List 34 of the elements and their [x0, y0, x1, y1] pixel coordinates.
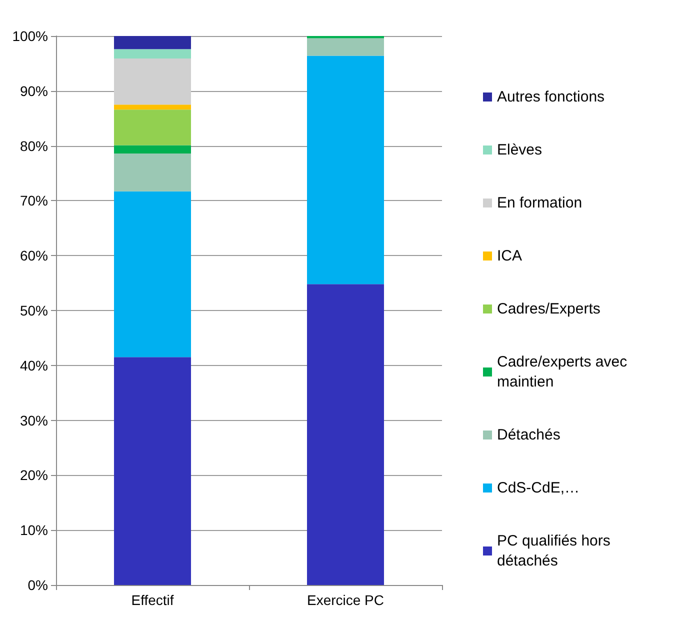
legend-label: ICA [497, 248, 522, 264]
y-tick-label: 20% [20, 467, 48, 484]
legend-label: Cadre/experts avec maintien [497, 354, 632, 390]
x-tick-label: Effectif [131, 592, 174, 608]
y-tick-label: 80% [20, 138, 48, 154]
bar [307, 38, 384, 56]
bar [307, 56, 384, 284]
legend-label: Détachés [497, 426, 560, 444]
legend-label: PC qualifiés hors détachés [497, 532, 615, 570]
y-tick-label: 10% [20, 522, 48, 538]
bar [114, 36, 191, 50]
bar [114, 110, 191, 146]
bar [114, 58, 191, 105]
bar [114, 153, 191, 192]
bar [114, 357, 191, 585]
bar [114, 104, 191, 110]
bar [114, 49, 191, 59]
legend-label: Cadres/Experts [497, 300, 600, 318]
bar [114, 191, 191, 358]
legend-label: En formation [497, 194, 582, 212]
legend-label: Autres fonctions [497, 88, 605, 106]
legend-label: CdS-CdE,… [497, 480, 580, 496]
bar [114, 145, 191, 154]
legend-label: Elèves [497, 142, 542, 158]
y-tick-label: 30% [20, 412, 48, 428]
y-tick-label: 60% [20, 248, 48, 264]
y-tick-label: 90% [20, 82, 48, 99]
y-tick-label: 50% [20, 302, 48, 318]
x-tick-label: Exercice PC [306, 592, 384, 608]
y-tick-label: 40% [20, 357, 48, 374]
y-tick-label: 0% [28, 577, 48, 593]
y-tick-label: 70% [20, 192, 48, 209]
y-tick-label: 100% [12, 28, 48, 44]
bar [307, 284, 384, 585]
